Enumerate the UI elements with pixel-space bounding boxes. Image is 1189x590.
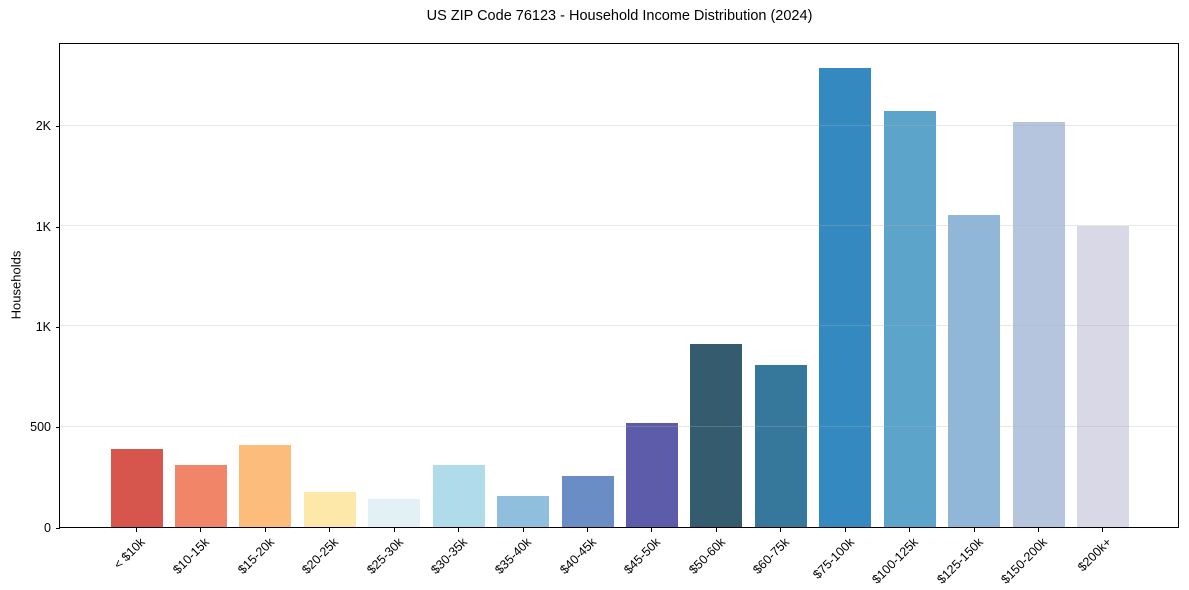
- bar-$30-35k: [432, 464, 485, 527]
- chart-title: US ZIP Code 76123 - Household Income Dis…: [426, 8, 813, 24]
- x-tick-mark: [973, 527, 975, 532]
- x-tick-label: $60-75k: [750, 535, 793, 577]
- bar-$25-30k: [368, 498, 421, 527]
- plot-area: [59, 43, 1179, 528]
- y-tick-label: 2K: [35, 119, 51, 134]
- x-tick-label: $125-150k: [933, 535, 986, 587]
- x-tick-label: $150-200k: [998, 535, 1050, 587]
- y-axis-label: Households: [8, 250, 24, 320]
- x-tick-mark: [200, 527, 202, 532]
- x-tick-mark: [1038, 527, 1040, 532]
- y-tick-label: 1K: [35, 219, 51, 234]
- x-tick-mark: [715, 527, 717, 532]
- x-tick-mark: [393, 527, 395, 532]
- x-tick-mark: [329, 527, 331, 532]
- gridline: [60, 425, 1178, 427]
- x-tick-label: $75-100k: [809, 535, 857, 582]
- x-tick-label: $20-25k: [299, 535, 342, 577]
- y-tick-label: 1K: [35, 319, 51, 334]
- x-tick-mark: [458, 527, 460, 532]
- x-tick-mark: [1102, 527, 1104, 532]
- x-tick-mark: [909, 527, 911, 532]
- y-tick-mark: [55, 126, 60, 128]
- x-tick-label: $30-35k: [428, 535, 471, 577]
- y-tick-mark: [55, 326, 60, 328]
- bar-$10-15k: [174, 464, 227, 527]
- x-tick-label: $100-125k: [869, 535, 922, 587]
- y-tick-mark: [55, 527, 60, 529]
- bar-$60-75k: [754, 364, 807, 527]
- x-tick-label: < $10k: [111, 535, 148, 572]
- x-tick-label: $15-20k: [234, 535, 277, 577]
- bar-$40-45k: [561, 475, 614, 527]
- x-tick-label: $35-40k: [492, 535, 535, 577]
- bar-$200k+: [1076, 226, 1129, 527]
- bar-$20-25k: [303, 491, 356, 527]
- gridline: [60, 225, 1178, 227]
- x-tick-mark: [844, 527, 846, 532]
- x-tick-mark: [264, 527, 266, 532]
- y-tick-label: 0: [44, 520, 51, 535]
- bar-$35-40k: [497, 495, 550, 527]
- x-tick-label: $45-50k: [621, 535, 664, 577]
- y-tick-mark: [55, 226, 60, 228]
- bar-$100-125k: [883, 110, 936, 527]
- x-tick-label: $25-30k: [363, 535, 406, 577]
- x-tick-mark: [587, 527, 588, 532]
- bar-$75-100k: [819, 67, 872, 527]
- gridline: [60, 124, 1178, 126]
- x-tick-label: $200k+: [1075, 535, 1115, 575]
- x-tick-label: $50-60k: [685, 535, 728, 577]
- bar-$50-60k: [690, 344, 743, 527]
- x-tick-label: $40-45k: [557, 535, 599, 577]
- gridline: [60, 325, 1178, 327]
- bar-$150-200k: [1012, 121, 1065, 527]
- bar-$125-150k: [948, 215, 1001, 527]
- x-tick-label: $10-15k: [170, 535, 213, 577]
- y-tick-label: 500: [30, 420, 51, 435]
- x-tick-mark: [651, 527, 653, 532]
- x-tick-mark: [780, 527, 782, 532]
- y-tick-mark: [55, 427, 60, 429]
- bar-< $10k: [110, 448, 163, 527]
- bar-$45-50k: [625, 422, 678, 527]
- x-tick-mark: [522, 527, 524, 532]
- bar-$15-20k: [239, 444, 292, 527]
- x-tick-mark: [136, 527, 137, 532]
